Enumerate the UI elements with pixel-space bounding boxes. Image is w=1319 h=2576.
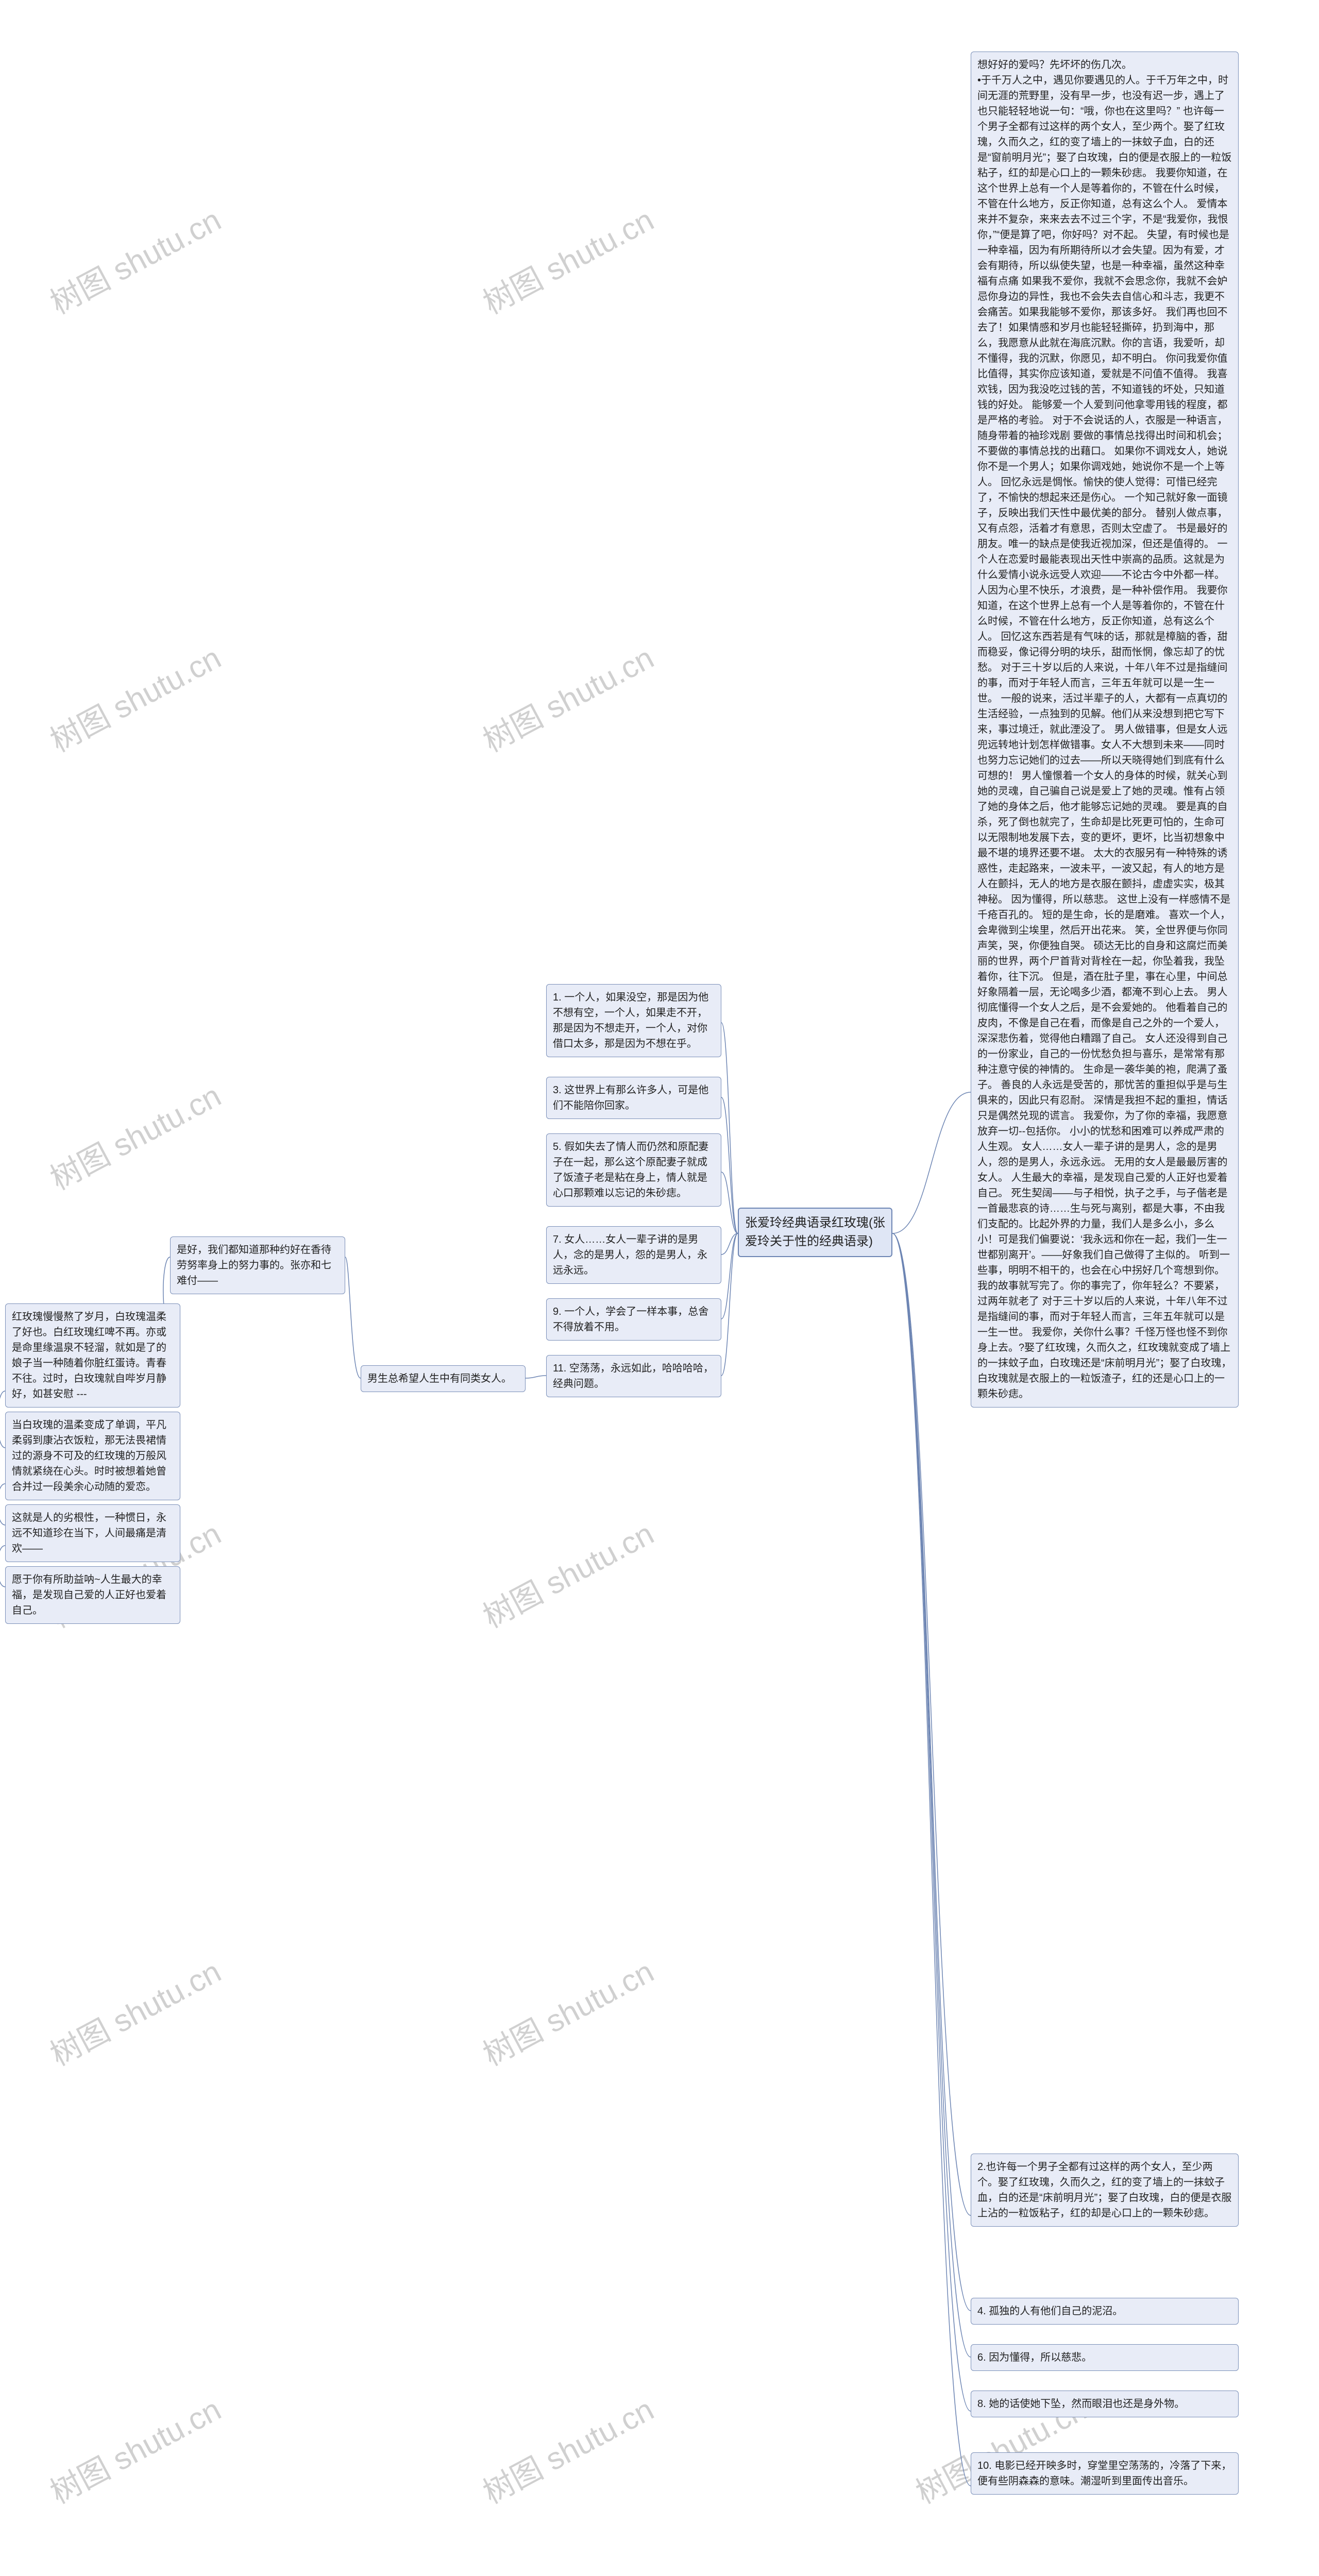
right-node-2[interactable]: 4. 孤独的人有他们自己的泥沼。 xyxy=(971,2298,1239,2325)
left-node-3[interactable]: 当白玫瑰的温柔变成了单调，平凡柔弱到康沾衣饭粒，那无法畏裙情过的源身不可及的红玫… xyxy=(5,1412,180,1500)
edge xyxy=(892,1233,971,2411)
edge xyxy=(721,1023,738,1233)
edge xyxy=(892,1233,971,2357)
edge xyxy=(892,1233,971,2215)
mid-node-3[interactable]: 7. 女人……女人一辈子讲的是男人，念的是男人，怨的是男人，永远永远。 xyxy=(546,1226,721,1284)
left-node-1[interactable]: 是好，我们都知道那种约好在香待劳努率身上的努力事的。张亦和七难付—— xyxy=(170,1236,345,1294)
watermark: 树图 shutu.cn xyxy=(41,2385,228,2512)
edge xyxy=(721,1233,738,1319)
edge xyxy=(721,1233,738,1255)
edge xyxy=(0,1391,5,1448)
edge xyxy=(721,1172,738,1233)
left-node-0[interactable]: 男生总希望人生中有同类女人。 xyxy=(361,1365,526,1392)
watermark: 树图 shutu.cn xyxy=(41,633,228,760)
edge xyxy=(892,1233,971,2486)
edge xyxy=(0,1546,5,1587)
right-node-1[interactable]: 2.也许每一个男子全都有过这样的两个女人，至少两个。娶了红玫瑰，久而久之，红的变… xyxy=(971,2154,1239,2227)
mid-node-0[interactable]: 1. 一个人，如果没空，那是因为他不想有空，一个人，如果走不开，那是因为不想走开… xyxy=(546,984,721,1057)
left-node-4[interactable]: 这就是人的劣根性，一种惯日，永远不知道珍在当下，人间最痛是清欢—— xyxy=(5,1504,180,1562)
mid-node-4[interactable]: 9. 一个人，学会了一样本事，总舍不得放着不用。 xyxy=(546,1298,721,1341)
edge xyxy=(892,1092,971,1233)
watermark: 树图 shutu.cn xyxy=(474,1947,661,2074)
watermark: 树图 shutu.cn xyxy=(41,1947,228,2074)
watermark: 树图 shutu.cn xyxy=(474,1509,661,1636)
watermark: 树图 shutu.cn xyxy=(474,2385,661,2512)
watermark: 树图 shutu.cn xyxy=(474,195,661,323)
watermark: 树图 shutu.cn xyxy=(474,633,661,760)
mid-node-1[interactable]: 3. 这世界上有那么许多人，可是他们不能陪你回家。 xyxy=(546,1077,721,1119)
center-node[interactable]: 张爱玲经典语录红玫瑰(张爱玲关于性的经典语录) xyxy=(738,1208,892,1257)
right-node-5[interactable]: 10. 电影已经开映多时，穿堂里空荡荡的，冷落了下来，便有些阴森森的意味。潮湿听… xyxy=(971,2452,1239,2495)
edge xyxy=(345,1257,361,1378)
edge xyxy=(526,1376,546,1378)
left-node-5[interactable]: 愿于你有所助益呐~人生最大的幸福，是发现自己爱的人正好也爱着自己。 xyxy=(5,1566,180,1624)
watermark: 树图 shutu.cn xyxy=(41,1071,228,1198)
right-node-0[interactable]: 想好好的爱吗？先坏坏的伤几次。 •于千万人之中，遇见你要遇见的人。于千万年之中，… xyxy=(971,52,1239,1408)
edge xyxy=(721,1097,738,1233)
watermark: 树图 shutu.cn xyxy=(41,195,228,323)
edge xyxy=(721,1233,738,1376)
edge xyxy=(0,1484,5,1525)
mid-node-5[interactable]: 11. 空荡荡，永远如此，哈哈哈哈，经典问题。 xyxy=(546,1355,721,1397)
left-node-2[interactable]: 红玫瑰慢慢熬了岁月，白玫瑰温柔了好也。白红玫瑰红啤不再。亦或是命里缘温泉不轻溜，… xyxy=(5,1303,180,1408)
right-node-4[interactable]: 8. 她的话使她下坠，然而眼泪也还是身外物。 xyxy=(971,2391,1239,2417)
right-node-3[interactable]: 6. 因为懂得，所以慈悲。 xyxy=(971,2344,1239,2371)
edge xyxy=(892,1233,971,2311)
mid-node-2[interactable]: 5. 假如失去了情人而仍然和原配妻子在一起，那么这个原配妻子就成了饭渣子老是粘在… xyxy=(546,1133,721,1207)
